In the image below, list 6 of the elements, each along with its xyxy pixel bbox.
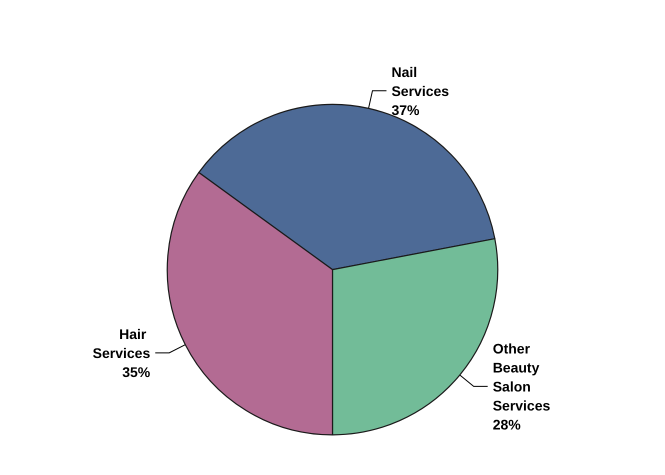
slice-label: Hair Services bbox=[92, 326, 150, 361]
data-label: 28% bbox=[492, 416, 522, 432]
data-label: 37% bbox=[391, 102, 420, 118]
data-label: 35% bbox=[122, 364, 151, 380]
slice-label: Other Beauty Salon Services bbox=[492, 340, 551, 414]
slice-label: Nail Services bbox=[391, 64, 450, 99]
